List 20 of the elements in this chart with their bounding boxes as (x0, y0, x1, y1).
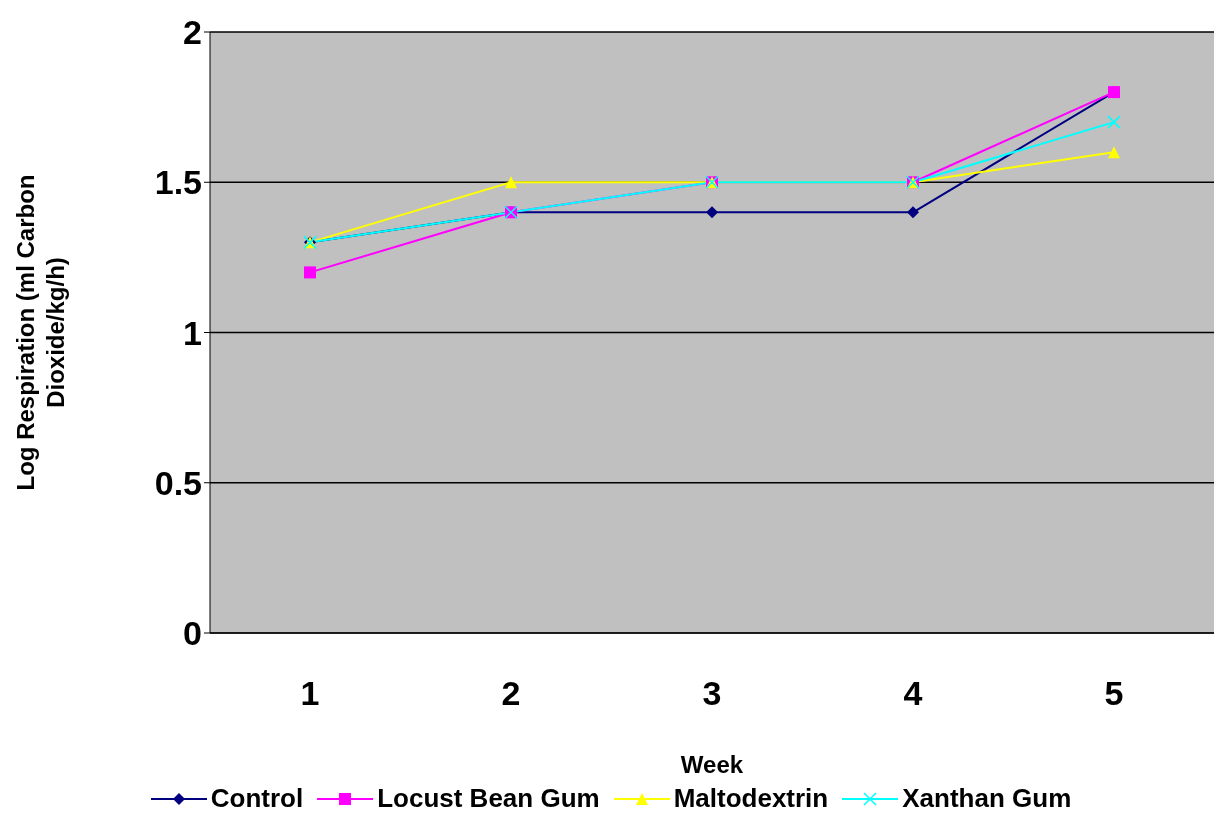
point (304, 266, 316, 279)
y-axis-title: Log Respiration (ml Carbon Dioxide/kg/h) (12, 174, 69, 491)
point (907, 206, 919, 219)
legend-label: Xanthan Gum (901, 783, 1072, 814)
x-tick-label: 1 (300, 674, 320, 713)
x-axis-title: Week (680, 751, 744, 778)
legend-label: Control (209, 783, 304, 814)
y-tick-label: 2 (183, 13, 202, 52)
y-tick-label: 0.5 (154, 463, 202, 502)
x-tick-label: 3 (702, 674, 722, 713)
legend-label: Locust Bean Gum (376, 783, 600, 814)
x-tick-label: 2 (501, 674, 521, 713)
y-tick-label: 1.5 (154, 163, 202, 202)
point (1107, 115, 1121, 129)
x-tick-label: 5 (1104, 674, 1124, 713)
y-tick-label: 1 (183, 313, 202, 352)
point (706, 206, 718, 219)
x-tick-label: 4 (903, 674, 923, 713)
legend-label: Maltodextrin (672, 783, 829, 814)
y-tick-label: 0 (183, 614, 202, 653)
